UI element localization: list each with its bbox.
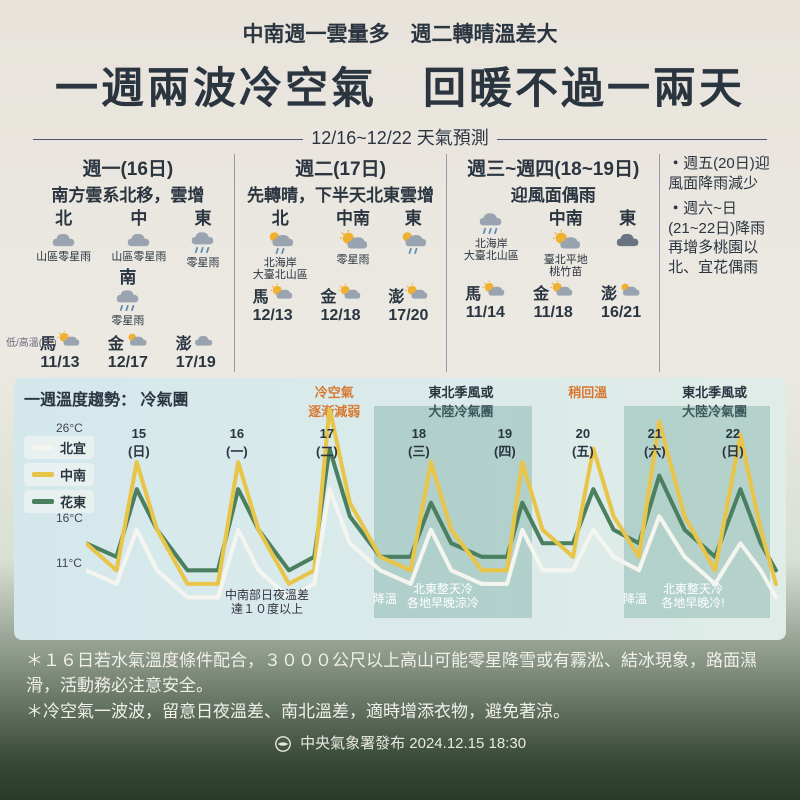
island-cell: 澎17/20 [388, 283, 428, 325]
date-range: 12/16~12/22 天氣預測 [22, 124, 778, 150]
lohi-label: 低/高溫(°C) [6, 334, 57, 349]
region-cell: 中南零星雨 [336, 210, 370, 266]
island-cell: 金12/18 [321, 283, 361, 325]
day-label: 20(五) [572, 426, 594, 460]
bullet-item: 週五(20日)迎風面降雨減少 [668, 154, 774, 193]
day-label: 17(二) [316, 426, 338, 460]
footnote-line: ＊冷空氣一波波，留意日夜溫差、南北溫差，適時增添衣物，避免著涼。 [26, 699, 774, 725]
forecast-columns: 週一(16日)南方雲系北移，雲增北山區零星雨中山區零星雨東零星雨南零星雨馬11/… [22, 154, 778, 372]
region-cell: 南零星雨 [111, 269, 144, 328]
region-cell: 北海岸大臺北山區 [464, 210, 519, 262]
forecast-col: 週二(17日)先轉晴，下半天北東雲增北北海岸大臺北山區中南零星雨東馬12/13金… [235, 154, 448, 372]
footer: 中央氣象署發布 2024.12.15 18:30 [0, 732, 800, 753]
region-cell: 東 [613, 210, 643, 251]
chart-svg [86, 408, 778, 611]
day-label: 18(三) [408, 426, 430, 460]
bullet-item: 週六~日(21~22日)降雨再增多桃園以北、宜花偶雨 [668, 199, 774, 277]
chart-annotation: 北東整天冷各地早晚涼冷 [398, 582, 488, 611]
footnote-line: ＊１６日若水氣溫度條件配合，３０００公尺以上高山可能零星降雪或有霧淞、結冰現象，… [26, 648, 774, 699]
legend-item: 北宜 [24, 436, 94, 459]
logo-icon [274, 735, 292, 753]
day-label: 16(一) [226, 426, 248, 460]
main-title: 一週兩波冷空氣 回暖不過一兩天 [22, 54, 778, 116]
island-cell: 馬12/13 [253, 283, 293, 325]
footnotes: ＊１６日若水氣溫度條件配合，３０００公尺以上高山可能零星降雪或有霧淞、結冰現象，… [26, 648, 774, 725]
temperature-chart: 一週溫度趨勢： 冷氣團 冷空氣逐漸減弱東北季風或大陸冷氣團稍回溫東北季風或大陸冷… [14, 378, 786, 640]
forecast-col: 週三~週四(18~19日)迎風面偶雨北海岸大臺北山區中南臺北平地桃竹苗東馬11/… [447, 154, 660, 372]
island-cell: 澎17/19 [176, 330, 216, 372]
day-label: 19(四) [494, 426, 516, 460]
region-cell: 北山區零星雨 [36, 210, 91, 263]
region-cell: 北北海岸大臺北山區 [253, 210, 308, 281]
forecast-col-extra: 週五(20日)迎風面降雨減少週六~日(21~22日)降雨再增多桃園以北、宜花偶雨 [660, 154, 778, 372]
legend-item: 花東 [24, 490, 94, 513]
chart-title: 一週溫度趨勢： [24, 386, 136, 410]
day-label: 21(六) [644, 426, 666, 460]
island-cell: 馬11/14 [465, 280, 505, 322]
chart-legend: 北宜中南花東 [24, 436, 94, 517]
island-cell: 金11/18 [533, 280, 573, 322]
region-cell: 東零星雨 [187, 210, 220, 269]
day-label: 22(日) [722, 426, 744, 460]
chart-annotation: 北東整天冷各地早晚冷! [648, 582, 738, 611]
chart-annotation: 中南部日夜溫差達１０度以上 [222, 588, 312, 617]
y-tick: 26°C [56, 422, 83, 434]
region-cell: 中山區零星雨 [111, 210, 166, 263]
region-cell: 中南臺北平地桃竹苗 [544, 210, 588, 278]
region-cell: 東 [398, 210, 428, 257]
island-cell: 澎16/21 [601, 280, 641, 322]
legend-item: 中南 [24, 463, 94, 486]
island-cell: 金12/17 [108, 330, 148, 372]
day-label: 15(日) [128, 426, 150, 460]
subtitle: 中南週一雲量多 週二轉晴溫差大 [22, 18, 778, 48]
y-tick: 11°C [56, 557, 83, 569]
